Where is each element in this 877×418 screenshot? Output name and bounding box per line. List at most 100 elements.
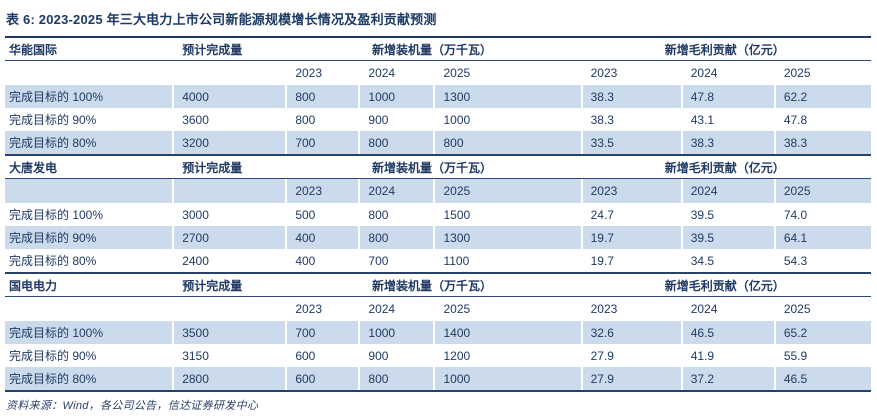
data-row: 完成目标的 100% 3500 700 1000 1400 32.6 46.5 … — [5, 321, 871, 344]
row-label: 完成目标的 80% — [5, 131, 173, 155]
target-value: 2400 — [172, 249, 285, 273]
profit-value: 38.3 — [580, 85, 681, 108]
target-value: 3500 — [172, 321, 286, 344]
year-header-row: 2023 2024 2025 2023 2024 2025 — [5, 297, 871, 322]
empty-cell — [172, 297, 285, 322]
profit-group-header: 新增毛利贡献（亿元） — [581, 273, 871, 297]
year-header: 2025 — [773, 178, 871, 203]
company-name: 国电电力 — [9, 278, 58, 293]
section-header-row: 大唐发电 预计完成量 新增装机量（万千瓦） 新增毛利贡献（亿元） — [5, 155, 871, 179]
data-row: 完成目标的 90% 3600 800 900 1000 38.3 43.1 47… — [5, 108, 871, 131]
year-header: 2025 — [774, 61, 871, 86]
profit-value: 62.2 — [773, 85, 871, 108]
year-header: 2024 — [358, 61, 433, 86]
capacity-value: 600 — [285, 344, 358, 367]
empty-cell — [5, 178, 173, 203]
data-row: 完成目标的 100% 4000 800 1000 1300 38.3 47.8 … — [5, 85, 871, 108]
row-label: 完成目标的 80% — [5, 367, 173, 391]
capacity-value: 1000 — [358, 321, 434, 344]
capacity-value: 1000 — [433, 108, 580, 131]
capacity-value: 800 — [358, 203, 433, 226]
data-row: 完成目标的 90% 2700 400 800 1300 19.7 39.5 64… — [5, 226, 871, 249]
row-label: 完成目标的 100% — [5, 321, 173, 344]
capacity-group-header: 新增装机量（万千瓦） — [285, 273, 580, 297]
profit-group-header: 新增毛利贡献（亿元） — [581, 37, 871, 61]
target-column-header: 预计完成量 — [172, 155, 285, 179]
year-header: 2025 — [433, 297, 580, 322]
capacity-value: 400 — [285, 226, 359, 249]
target-column-header: 预计完成量 — [172, 37, 285, 61]
profit-value: 27.9 — [580, 367, 681, 391]
profit-value: 43.1 — [681, 108, 774, 131]
capacity-value: 700 — [285, 321, 359, 344]
empty-cell — [5, 297, 172, 322]
capacity-value: 1300 — [433, 85, 581, 108]
year-header: 2024 — [680, 178, 774, 203]
section-header-row: 华能国际 预计完成量 新增装机量（万千瓦） 新增毛利贡献（亿元） — [5, 37, 871, 61]
profit-value: 39.5 — [681, 203, 774, 226]
capacity-value: 800 — [358, 226, 434, 249]
target-value: 2700 — [172, 226, 286, 249]
target-value: 3150 — [172, 344, 285, 367]
capacity-value: 1200 — [433, 344, 580, 367]
capacity-value: 500 — [285, 203, 358, 226]
target-column-header: 预计完成量 — [172, 273, 285, 297]
profit-value: 47.8 — [774, 108, 871, 131]
target-value: 3200 — [172, 131, 286, 155]
row-label: 完成目标的 90% — [5, 226, 173, 249]
empty-cell — [172, 178, 286, 203]
profit-value: 46.5 — [680, 321, 774, 344]
row-label: 完成目标的 90% — [9, 349, 97, 363]
source-note: 资料来源：Wind，各公司公告，信达证券研发中心 — [6, 400, 259, 412]
capacity-value: 1000 — [433, 367, 581, 391]
year-header: 2023 — [285, 178, 359, 203]
company-name: 大唐发电 — [9, 160, 58, 175]
company-name: 华能国际 — [9, 42, 58, 57]
capacity-value: 1500 — [433, 203, 580, 226]
row-label: 完成目标的 80% — [9, 254, 97, 268]
profit-value: 24.7 — [581, 203, 681, 226]
empty-cell — [5, 61, 172, 86]
year-header: 2023 — [285, 297, 358, 322]
capacity-value: 800 — [358, 131, 434, 155]
year-header: 2023 — [285, 61, 358, 86]
capacity-group-header: 新增装机量（万千瓦） — [285, 37, 580, 61]
capacity-value: 1100 — [433, 249, 580, 273]
profit-value: 74.0 — [774, 203, 871, 226]
target-value: 4000 — [172, 85, 286, 108]
profit-value: 27.9 — [581, 344, 681, 367]
capacity-value: 800 — [285, 108, 358, 131]
capacity-value: 700 — [358, 249, 433, 273]
capacity-value: 1300 — [433, 226, 581, 249]
profit-value: 19.7 — [580, 226, 681, 249]
data-row: 完成目标的 80% 2800 600 800 1000 27.9 37.2 46… — [5, 367, 871, 391]
profit-value: 46.5 — [773, 367, 871, 391]
capacity-group-header: 新增装机量（万千瓦） — [285, 155, 580, 179]
profit-value: 64.1 — [773, 226, 871, 249]
data-row: 完成目标的 80% 2400 400 700 1100 19.7 34.5 54… — [5, 249, 871, 273]
target-value: 2800 — [172, 367, 286, 391]
data-row: 完成目标的 90% 3150 600 900 1200 27.9 41.9 55… — [5, 344, 871, 367]
profit-value: 38.3 — [581, 108, 681, 131]
year-header: 2023 — [581, 61, 681, 86]
year-header: 2024 — [681, 61, 774, 86]
capacity-value: 700 — [285, 131, 359, 155]
year-header: 2023 — [581, 297, 681, 322]
profit-value: 38.3 — [680, 131, 774, 155]
target-value: 3000 — [172, 203, 285, 226]
year-header: 2024 — [681, 297, 774, 322]
profit-value: 37.2 — [680, 367, 774, 391]
capacity-value: 900 — [358, 108, 433, 131]
forecast-table: 华能国际 预计完成量 新增装机量（万千瓦） 新增毛利贡献（亿元） 2023 20… — [5, 36, 871, 392]
profit-value: 54.3 — [774, 249, 871, 273]
year-header: 2024 — [358, 178, 434, 203]
year-header-row: 2023 2024 2025 2023 2024 2025 — [5, 178, 871, 203]
capacity-value: 1000 — [358, 85, 434, 108]
table-title: 表 6: 2023-2025 年三大电力上市公司新能源规模增长情况及盈利贡献预测 — [6, 12, 437, 27]
year-header: 2023 — [580, 178, 681, 203]
row-label: 完成目标的 100% — [5, 85, 173, 108]
profit-value: 32.6 — [580, 321, 681, 344]
year-header: 2025 — [433, 61, 580, 86]
empty-cell — [172, 61, 285, 86]
